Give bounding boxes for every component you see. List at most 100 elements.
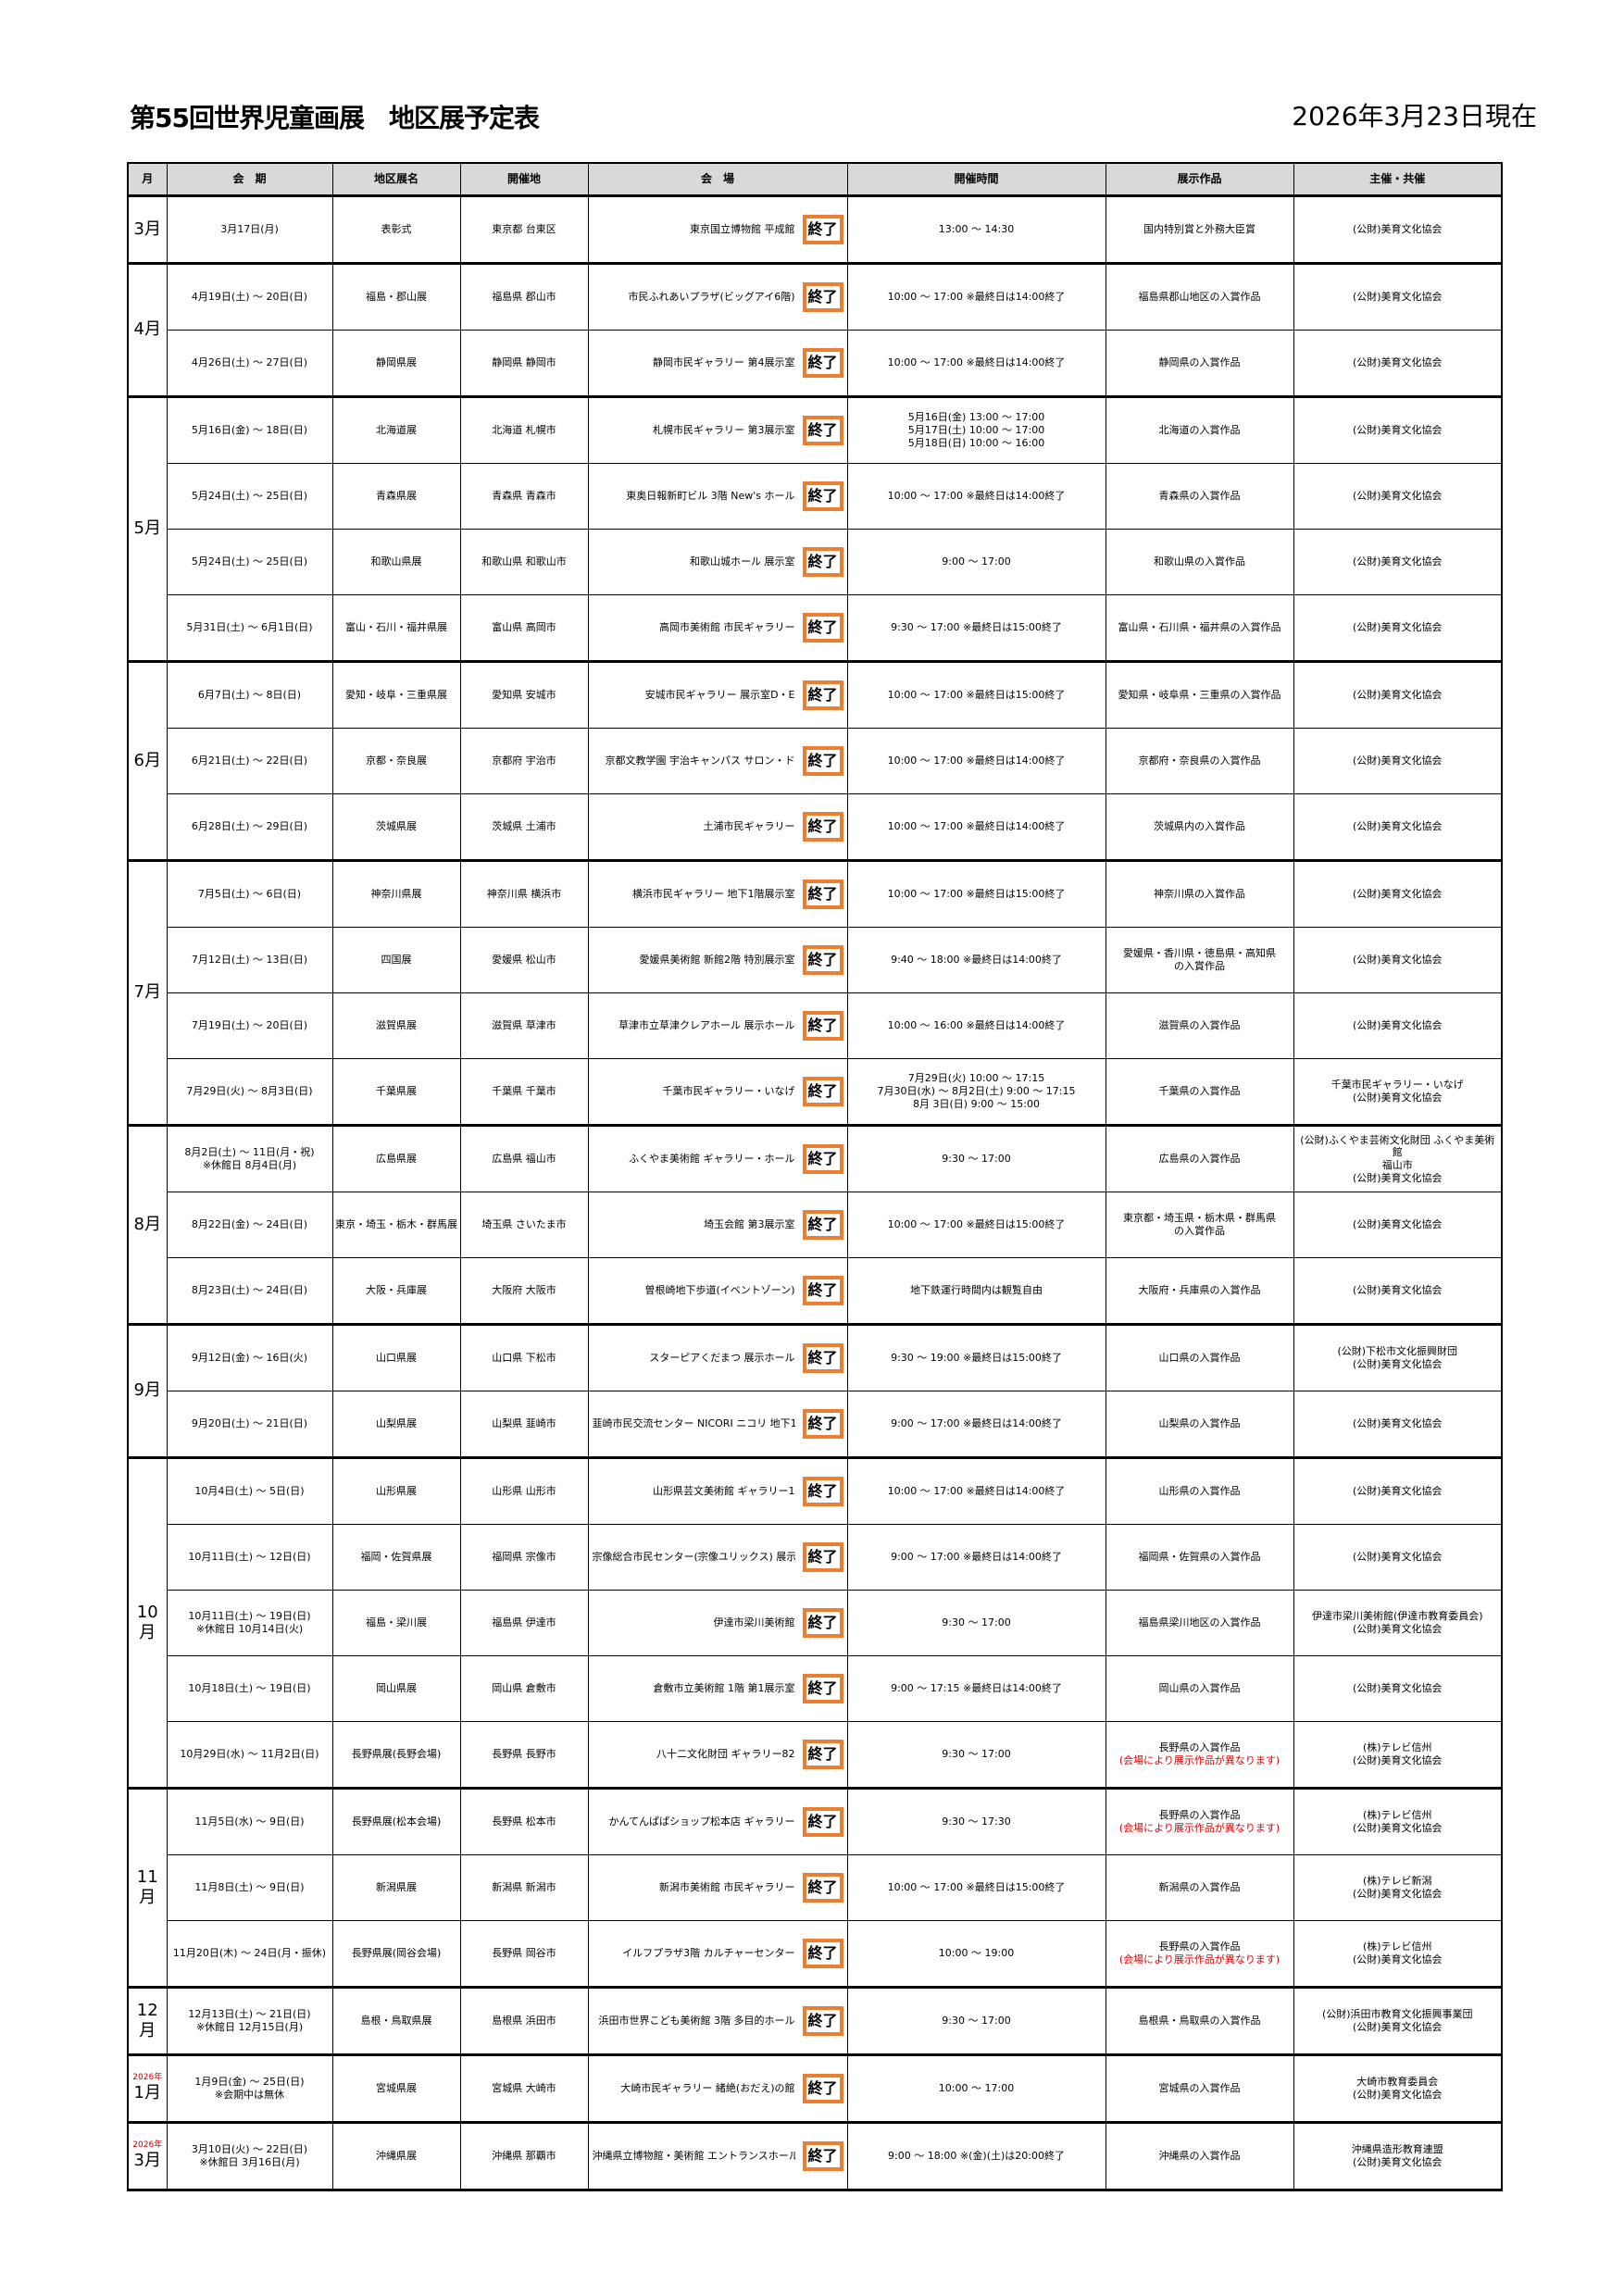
table-row: 2026年 3月 3月10日(火) ～ 22日(日) ※休館日 3月16日(月) 沖縄… xyxy=(127,2121,1503,2191)
hours-cell: 9:30 ～ 17:00 xyxy=(846,1986,1106,2055)
works-cell: 広島県の入賞作品 xyxy=(1105,1124,1294,1192)
venue-cell: 安城市民ギャラリー 展示室D・E 終了 xyxy=(587,660,848,729)
period-cell: 5月16日(金) ～ 18日(日) xyxy=(166,395,333,464)
works-text: 山梨県の入賞作品 xyxy=(1158,1417,1241,1430)
works-text: 福岡県・佐賀県の入賞作品 xyxy=(1138,1551,1261,1564)
location-cell: 愛媛県 松山市 xyxy=(459,927,589,993)
works-cell: 東京都・埼玉県・栃木県・群馬県 の入賞作品 xyxy=(1105,1192,1294,1258)
venue-cell: 草津市立草津クレアホール 展示ホール 終了 xyxy=(587,992,848,1059)
hours-cell: 10:00 ～ 17:00 ※最終日は14:00終了 xyxy=(846,463,1106,530)
exhibition-name-cell: 福岡・佐賀県展 xyxy=(331,1524,461,1591)
venue-text: イルフプラザ3階 カルチャーセンター xyxy=(622,1947,795,1960)
location-cell: 和歌山県 和歌山市 xyxy=(459,529,589,595)
period-cell: 10月11日(土) ～ 12日(日) xyxy=(166,1524,333,1591)
organizer-cell: (公財)美育文化協会 xyxy=(1293,194,1503,264)
month-cell: 2026年 3月 xyxy=(127,2121,168,2191)
table-row: 7月 7月5日(土) ～ 6日(日) 神奈川県展 神奈川県 横浜市 横浜市民ギャラリー … xyxy=(127,859,1503,1126)
table-row: 10月11日(土) ～ 19日(日) ※休館日 10月14日(火) 福島・梁川展福… xyxy=(128,1590,1503,1656)
venue-text: かんてんぱぱショップ松本店 ギャラリー xyxy=(608,1816,795,1828)
status-badge-ended: 終了 xyxy=(802,1210,843,1240)
venue-cell: 韮崎市民交流センター NICORI ニコリ 地下1階ギャラリー終了 xyxy=(587,1391,848,1458)
month-label: 3月 xyxy=(133,218,161,239)
period-cell: 4月26日(土) ～ 27日(日) xyxy=(166,330,333,397)
works-cell: 岡山県の入賞作品 xyxy=(1105,1655,1294,1722)
period-cell: 12月13日(土) ～ 21日(日) ※休館日 12月15日(月) xyxy=(166,1986,333,2055)
location-cell: 福島県 伊達市 xyxy=(459,1590,589,1656)
table-row: 7月29日(火) ～ 8月3日(日) 千葉県展 千葉県 千葉市 千葉市民ギャラリー・い… xyxy=(128,1058,1503,1126)
exhibition-name-cell: 和歌山県展 xyxy=(331,529,461,595)
exhibition-name-cell: 滋賀県展 xyxy=(331,992,461,1059)
hours-cell: 10:00 ～ 17:00 ※最終日は14:00終了 xyxy=(846,262,1106,331)
venue-text: 伊達市梁川美術館 xyxy=(713,1616,795,1629)
venue-cell: 曽根崎地下歩道(イベントゾーン) 終了 xyxy=(587,1257,848,1325)
venue-cell: 新潟市美術館 市民ギャラリー 終了 xyxy=(587,1854,848,1921)
organizer-cell: (公財)美育文化協会 xyxy=(1293,262,1503,331)
organizer-cell: (公財)美育文化協会 xyxy=(1293,927,1503,993)
table-row: 10月29日(水) ～ 11月2日(日) 長野県展(長野会場) 長野県 長野市 八十二… xyxy=(128,1721,1503,1789)
location-cell: 山口県 下松市 xyxy=(459,1323,589,1391)
venue-text: 東京国立博物館 平成館 xyxy=(690,223,795,236)
venue-text: 浜田市世界こども美術館 3階 多目的ホール xyxy=(598,2015,795,2028)
hours-cell: 9:30 ～ 17:00 xyxy=(846,1590,1106,1656)
exhibition-name-cell: 京都・奈良展 xyxy=(331,728,461,794)
period-cell: 3月10日(火) ～ 22日(日) ※休館日 3月16日(月) xyxy=(166,2121,333,2191)
hours-cell: 9:00 ～ 17:00 ※最終日は14:00終了 xyxy=(846,1524,1106,1591)
exhibition-name-cell: 四国展 xyxy=(331,927,461,993)
venue-text: 愛媛県美術館 新館2階 特別展示室 xyxy=(639,954,795,967)
status-badge-ended: 終了 xyxy=(802,1276,843,1305)
venue-cell: かんてんぱぱショップ松本店 ギャラリー 終了 xyxy=(587,1787,848,1855)
period-cell: 10月18日(土) ～ 19日(日) xyxy=(166,1655,333,1722)
works-text: 滋賀県の入賞作品 xyxy=(1158,1019,1241,1032)
works-text: 山形県の入賞作品 xyxy=(1158,1485,1241,1498)
works-cell: 京都府・奈良県の入賞作品 xyxy=(1105,728,1294,794)
works-text: 宮城県の入賞作品 xyxy=(1158,2082,1241,2095)
venue-text: ふくやま美術館 ギャラリー・ホール xyxy=(629,1153,795,1166)
exhibition-name-cell: 宮城県展 xyxy=(331,2053,461,2123)
venue-cell: 愛媛県美術館 新館2階 特別展示室 終了 xyxy=(587,927,848,993)
table-row: 6月28日(土) ～ 29日(日) 茨城県展 茨城県 土浦市 土浦市民ギャラリー 終了 1… xyxy=(128,793,1503,861)
works-cell: 富山県・石川県・福井県の入賞作品 xyxy=(1105,594,1294,662)
hours-cell: 9:30 ～ 17:00 xyxy=(846,1124,1106,1192)
exhibition-name-cell: 富山・石川・福井県展 xyxy=(331,594,461,662)
organizer-cell: 沖縄県造形教育連盟 (公財)美育文化協会 xyxy=(1293,2121,1503,2191)
table-row: 3月 3月17日(月) 表彰式 東京都 台東区 東京国立博物館 平成館 終了 13:00 ～… xyxy=(127,194,1503,264)
exhibition-name-cell: 新潟県展 xyxy=(331,1854,461,1921)
table-row: 2026年 1月 1月9日(金) ～ 25日(日) ※会期中は無休 宮城県展 宮城県 大… xyxy=(127,2053,1503,2123)
location-cell: 沖縄県 那覇市 xyxy=(459,2121,589,2191)
exhibition-name-cell: 長野県展(岡谷会場) xyxy=(331,1920,461,1988)
table-row: 10月 10月4日(土) ～ 5日(日) 山形県展 山形県 山形市 山形県芸文美術館 ギ… xyxy=(127,1456,1503,1789)
works-text: 岡山県の入賞作品 xyxy=(1158,1682,1241,1695)
status-badge-ended: 終了 xyxy=(802,1542,843,1572)
period-cell: 8月2日(土) ～ 11日(月・祝) ※休館日 8月4日(月) xyxy=(166,1124,333,1192)
works-cell: 北海道の入賞作品 xyxy=(1105,395,1294,464)
status-badge-ended: 終了 xyxy=(802,348,843,378)
organizer-cell: (公財)美育文化協会 xyxy=(1293,660,1503,729)
works-cell: 長野県の入賞作品 (会場により展示作品が異なります) xyxy=(1105,1787,1294,1855)
venue-text: スターピアくだまつ 展示ホール xyxy=(649,1352,795,1365)
col-exhibition-name: 地区展名 xyxy=(331,162,461,197)
hours-cell: 9:30 ～ 19:00 ※最終日は15:00終了 xyxy=(846,1323,1106,1391)
works-text: 東京都・埼玉県・栃木県・群馬県 の入賞作品 xyxy=(1123,1212,1276,1237)
year-label: 2026年 xyxy=(132,2140,163,2151)
works-cell: 福島県梁川地区の入賞作品 xyxy=(1105,1590,1294,1656)
organizer-cell: (公財)浜田市教育文化振興事業団 (公財)美育文化協会 xyxy=(1293,1986,1503,2055)
period-cell: 6月21日(土) ～ 22日(日) xyxy=(166,728,333,794)
organizer-cell: 大崎市教育委員会 (公財)美育文化協会 xyxy=(1293,2053,1503,2123)
location-cell: 岡山県 倉敷市 xyxy=(459,1655,589,1722)
table-row: 4月 4月19日(土) ～ 20日(日) 福島・郡山展 福島県 郡山市 市民ふれあいプラ… xyxy=(127,262,1503,397)
table-row: 8月23日(土) ～ 24日(日) 大阪・兵庫展 大阪府 大阪市 曽根崎地下歩道(イベ… xyxy=(128,1257,1503,1325)
table-row: 9月20日(土) ～ 21日(日) 山梨県展 山梨県 韮崎市 韮崎市民交流センター N… xyxy=(128,1391,1503,1458)
venue-text: 宗像総合市民センター(宗像ユリックス) 展示室 xyxy=(592,1551,795,1564)
location-cell: 山梨県 韮崎市 xyxy=(459,1391,589,1458)
works-cell: 長野県の入賞作品 (会場により展示作品が異なります) xyxy=(1105,1920,1294,1988)
organizer-cell: (公財)美育文化協会 xyxy=(1293,859,1503,928)
venue-text: 草津市立草津クレアホール 展示ホール xyxy=(618,1019,795,1032)
period-cell: 11月5日(水) ～ 9日(日) xyxy=(166,1787,333,1855)
table-row: 5月24日(土) ～ 25日(日) 和歌山県展 和歌山県 和歌山市 和歌山城ホール 展… xyxy=(128,529,1503,595)
month-label: 10月 xyxy=(136,1602,158,1643)
status-badge-ended: 終了 xyxy=(802,746,843,776)
venue-text: 安城市民ギャラリー 展示室D・E xyxy=(644,689,795,702)
status-badge-ended: 終了 xyxy=(802,1608,843,1638)
works-cell: 茨城県内の入賞作品 xyxy=(1105,793,1294,861)
venue-text: 東奥日報新町ビル 3階 New's ホール xyxy=(626,490,795,503)
